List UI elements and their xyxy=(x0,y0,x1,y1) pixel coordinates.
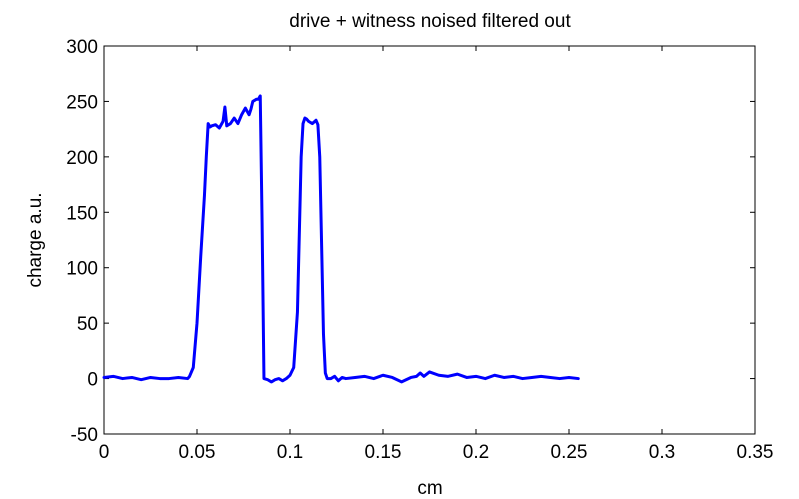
x-tick-label: 0.35 xyxy=(737,442,774,463)
chart-title: drive + witness noised filtered out xyxy=(289,11,571,32)
x-tick-label: 0.25 xyxy=(551,442,588,463)
y-tick-label: 200 xyxy=(66,148,98,169)
y-tick-label: 50 xyxy=(77,314,98,335)
y-tick-label: 300 xyxy=(66,37,98,58)
y-tick-label: 250 xyxy=(66,92,98,113)
series-line xyxy=(102,94,580,384)
plot-area xyxy=(103,45,756,435)
y-tick-label: 150 xyxy=(66,203,98,224)
y-tick-label: 0 xyxy=(87,370,98,391)
x-tick-label: 0.15 xyxy=(365,442,402,463)
y-tick-label: 100 xyxy=(66,259,98,280)
y-axis-label: charge a.u. xyxy=(25,192,46,287)
x-tick-label: 0 xyxy=(99,442,110,463)
x-tick-label: 0.3 xyxy=(649,442,675,463)
x-tick-labels: 0 0.05 0.1 0.15 0.2 0.25 0.3 0.35 xyxy=(99,442,774,463)
x-tick-label: 0.05 xyxy=(179,442,216,463)
x-axis-label: cm xyxy=(417,478,442,499)
y-tick-labels: -50 0 50 100 150 200 250 300 xyxy=(66,37,98,446)
x-tick-label: 0.2 xyxy=(463,442,489,463)
y-tick-label: -50 xyxy=(71,425,98,446)
x-tick-label: 0.1 xyxy=(277,442,303,463)
